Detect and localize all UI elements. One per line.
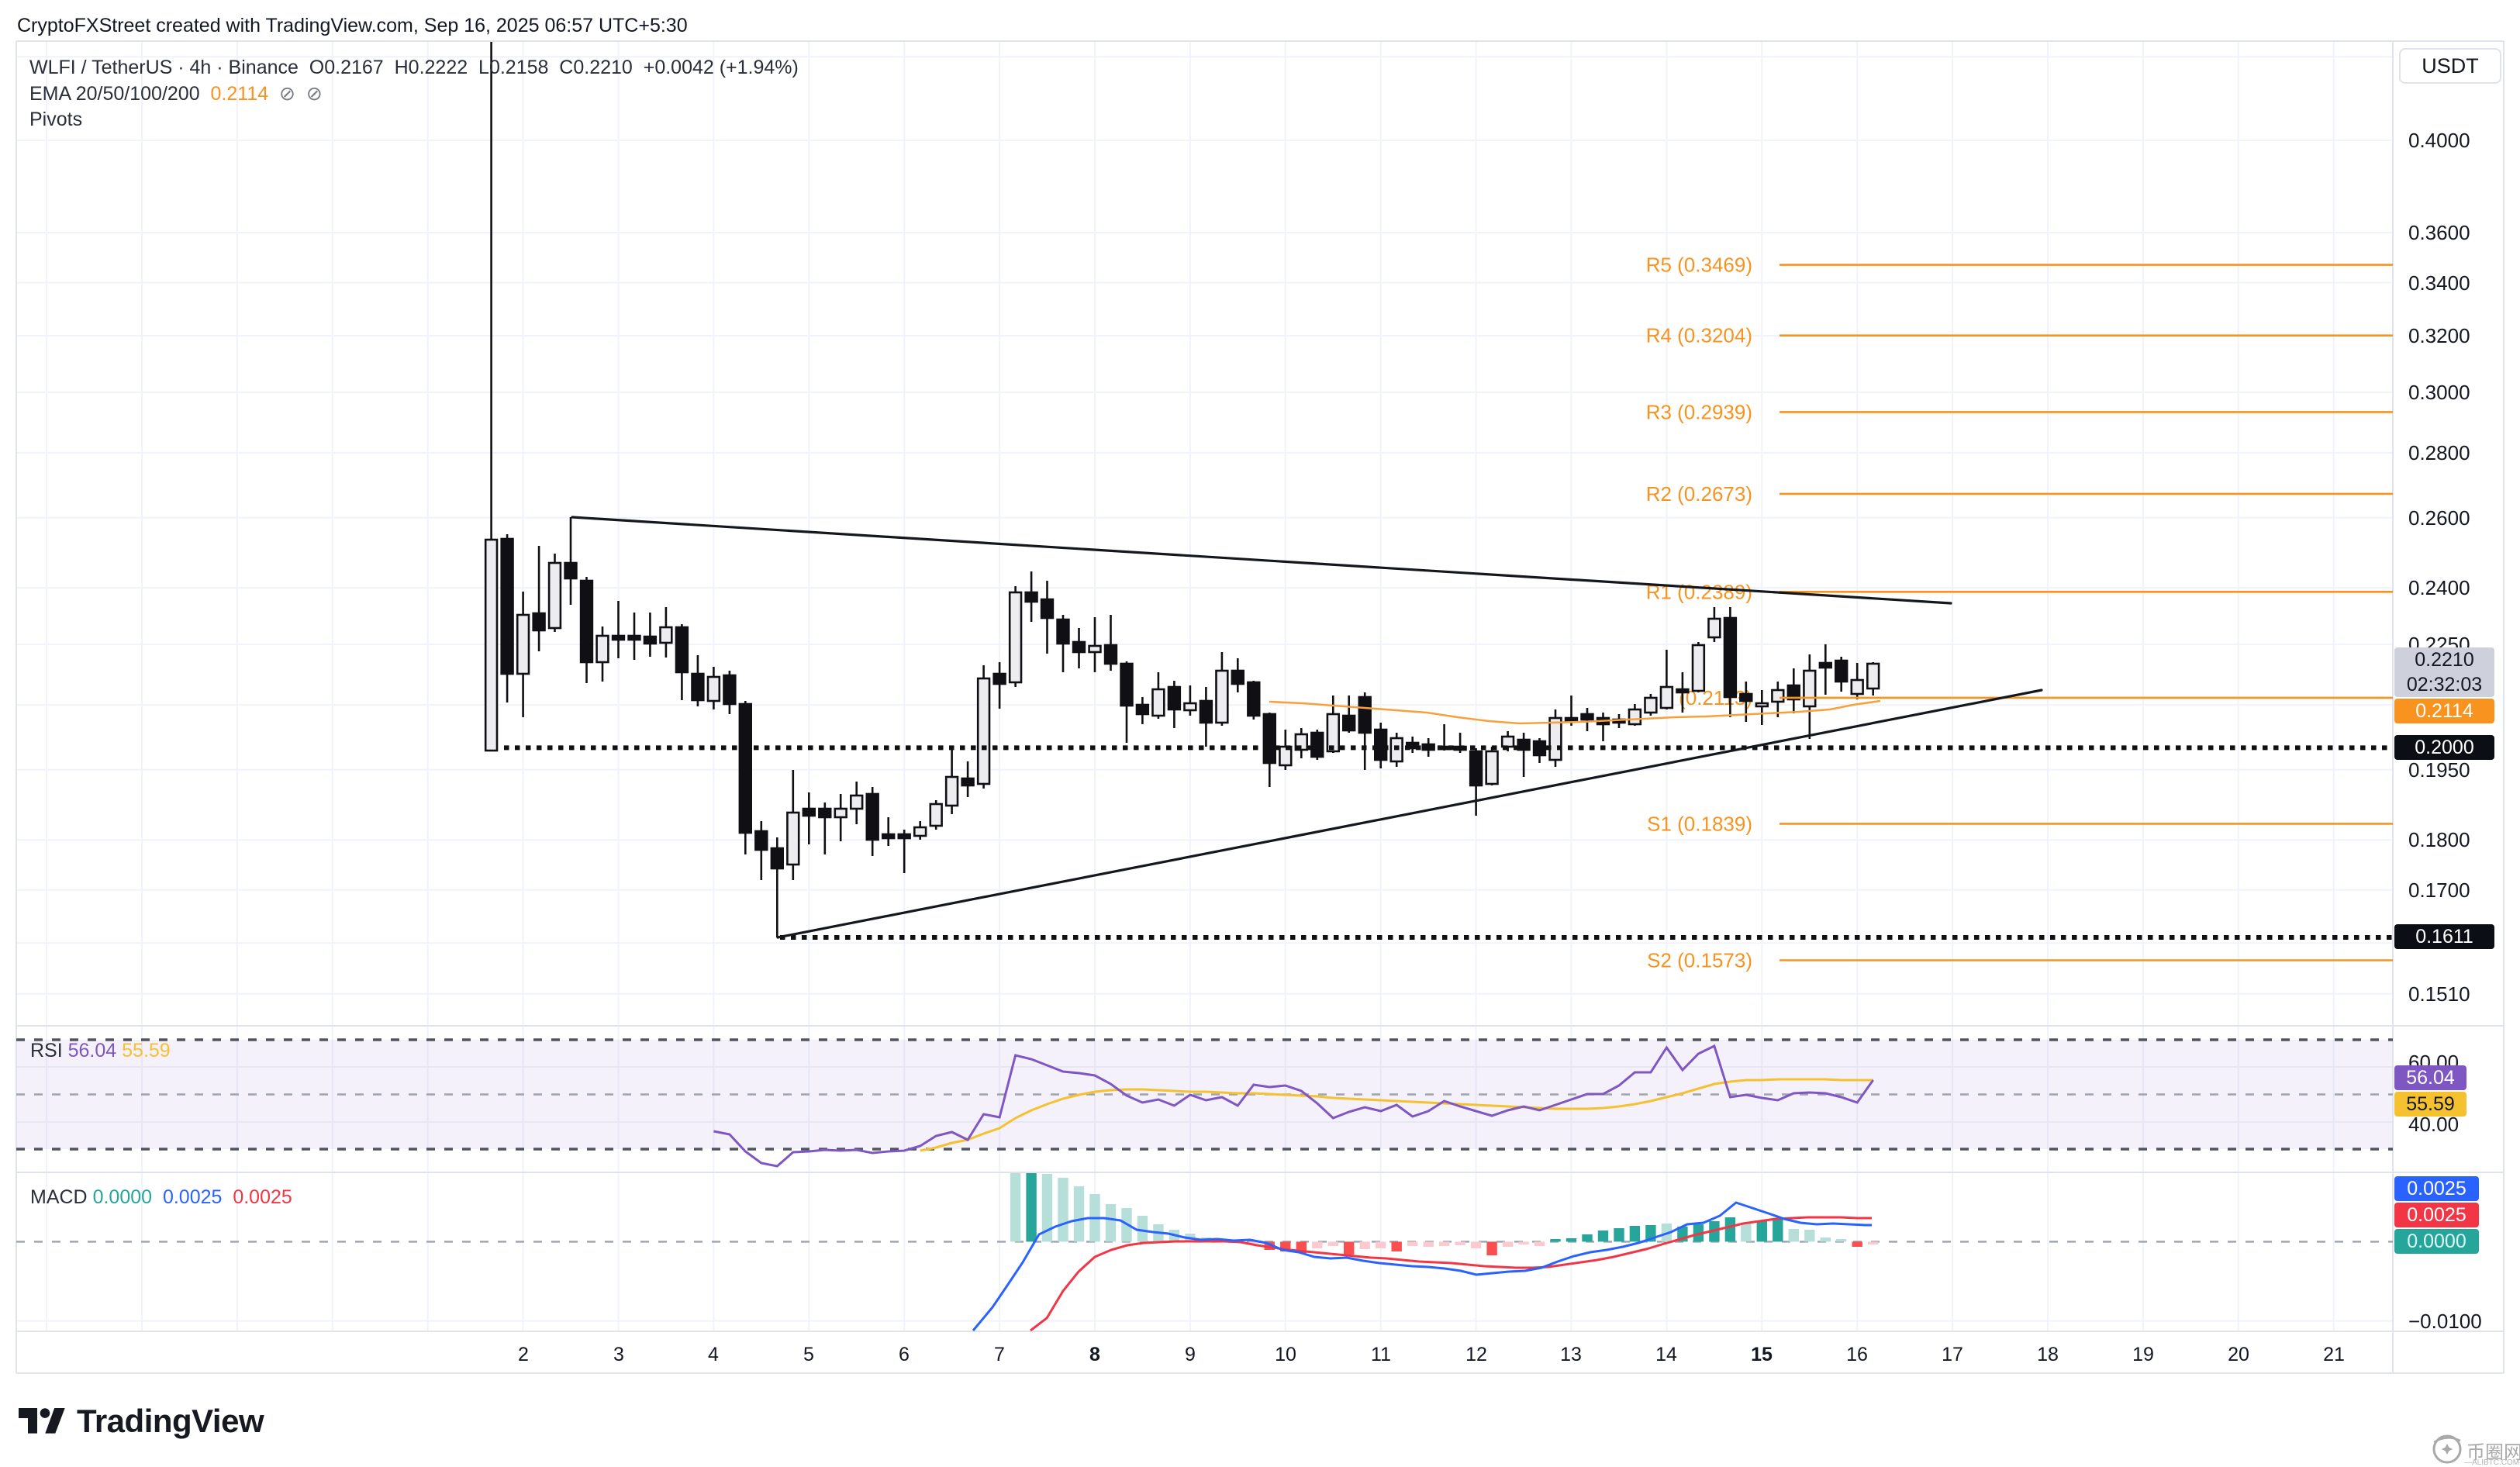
svg-text:R3 (0.2939): R3 (0.2939) bbox=[1646, 400, 1752, 423]
svg-text:S1 (0.1839): S1 (0.1839) bbox=[1647, 812, 1752, 835]
svg-text:R4 (0.3204): R4 (0.3204) bbox=[1646, 324, 1752, 347]
svg-text:R2 (0.2673): R2 (0.2673) bbox=[1646, 482, 1752, 506]
svg-text:S2 (0.1573): S2 (0.1573) bbox=[1647, 949, 1752, 972]
svg-text:R1 (0.2389): R1 (0.2389) bbox=[1646, 580, 1752, 603]
svg-text:R5 (0.3469): R5 (0.3469) bbox=[1646, 254, 1752, 277]
svg-text:P (0.2113): P (0.2113) bbox=[1660, 686, 1752, 709]
